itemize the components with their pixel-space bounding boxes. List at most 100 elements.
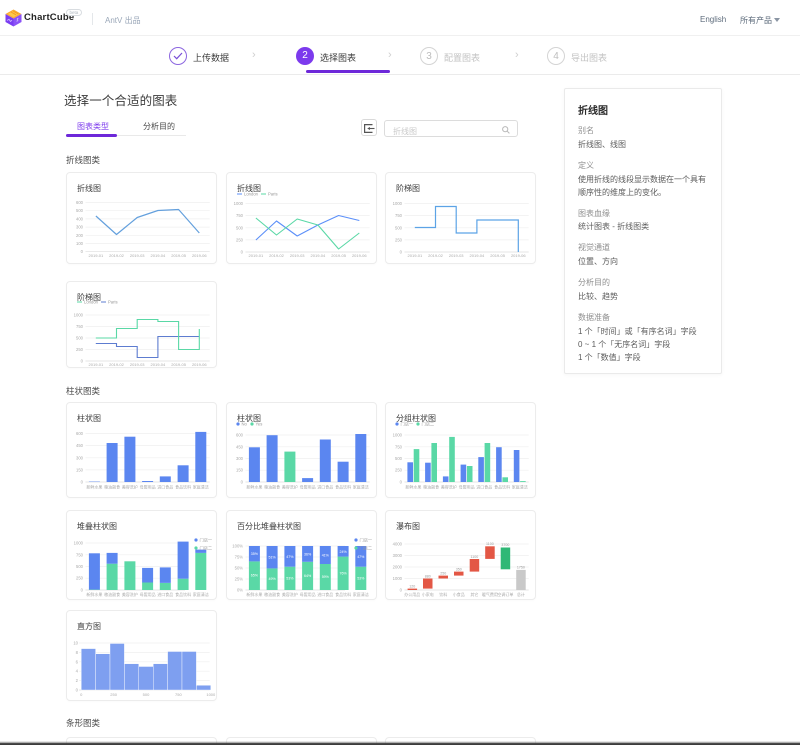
svg-text:美容洗护: 美容洗护 — [441, 484, 457, 490]
svg-text:500: 500 — [76, 208, 84, 213]
svg-text:450: 450 — [236, 444, 244, 449]
svg-text:其它: 其它 — [470, 591, 478, 597]
svg-text:Paris: Paris — [268, 192, 278, 197]
svg-text:500: 500 — [76, 564, 84, 569]
svg-text:500: 500 — [395, 456, 403, 461]
svg-text:粮油副食: 粮油副食 — [104, 484, 120, 490]
svg-text:家庭清洁: 家庭清洁 — [353, 591, 369, 597]
svg-text:门店二: 门店二 — [422, 421, 435, 428]
svg-text:500: 500 — [236, 225, 244, 230]
svg-text:47%: 47% — [286, 555, 294, 559]
svg-text:食品饮料: 食品饮料 — [494, 484, 510, 490]
svg-text:进口食品: 进口食品 — [317, 484, 333, 490]
svg-text:空调订单: 空调订单 — [497, 591, 513, 597]
svg-text:0: 0 — [241, 250, 244, 255]
svg-text:家庭清洁: 家庭清洁 — [193, 484, 209, 490]
svg-text:2019-05: 2019-05 — [171, 253, 186, 258]
svg-text:64%: 64% — [304, 574, 312, 578]
svg-text:500: 500 — [395, 225, 403, 230]
svg-text:75%: 75% — [235, 555, 244, 560]
svg-text:0: 0 — [76, 688, 79, 693]
svg-text:150: 150 — [236, 468, 244, 473]
svg-text:进口食品: 进口食品 — [157, 591, 173, 597]
svg-text:350: 350 — [456, 567, 462, 571]
svg-text:Paris: Paris — [108, 300, 118, 305]
svg-text:小食品: 小食品 — [453, 591, 465, 597]
svg-text:新鲜水果: 新鲜水果 — [246, 484, 262, 490]
svg-text:美容洗护: 美容洗护 — [122, 484, 138, 490]
svg-text:1000: 1000 — [393, 576, 403, 581]
svg-text:2: 2 — [76, 678, 79, 683]
svg-text:24%: 24% — [339, 550, 347, 554]
svg-text:London: London — [84, 300, 99, 305]
svg-text:2019-06: 2019-06 — [352, 253, 367, 258]
svg-text:粮油副食: 粮油副食 — [423, 484, 439, 490]
svg-text:1100: 1100 — [486, 542, 494, 546]
svg-text:2019-01: 2019-01 — [408, 253, 423, 258]
svg-text:4: 4 — [76, 669, 79, 674]
svg-text:250: 250 — [76, 576, 84, 581]
svg-text:300: 300 — [76, 225, 84, 230]
svg-text:500: 500 — [143, 692, 150, 697]
svg-text:3700: 3700 — [501, 543, 509, 547]
svg-text:2019-06: 2019-06 — [192, 253, 207, 258]
svg-text:1100: 1100 — [471, 555, 479, 559]
svg-text:1000: 1000 — [393, 433, 403, 438]
svg-text:8: 8 — [76, 650, 79, 655]
svg-text:250: 250 — [110, 692, 117, 697]
svg-text:0: 0 — [81, 249, 84, 254]
svg-text:47%: 47% — [357, 555, 365, 559]
svg-text:2019-01: 2019-01 — [89, 253, 104, 258]
svg-text:粮油副食: 粮油副食 — [264, 591, 280, 597]
svg-text:新鲜水果: 新鲜水果 — [246, 591, 262, 597]
svg-text:新鲜水果: 新鲜水果 — [405, 484, 421, 490]
svg-text:250: 250 — [76, 347, 84, 352]
svg-text:门店一: 门店一 — [360, 537, 373, 544]
svg-text:250: 250 — [395, 237, 403, 242]
svg-text:美容洗护: 美容洗护 — [282, 591, 298, 597]
svg-text:2019-03: 2019-03 — [130, 253, 145, 258]
svg-text:4000: 4000 — [393, 542, 403, 547]
svg-text:家庭清洁: 家庭清洁 — [353, 484, 369, 490]
svg-text:2019-05: 2019-05 — [490, 253, 505, 258]
svg-text:0: 0 — [241, 480, 244, 485]
svg-text:76%: 76% — [339, 571, 347, 575]
svg-text:0: 0 — [81, 588, 84, 593]
svg-text:总计: 总计 — [517, 591, 525, 597]
svg-text:25%: 25% — [235, 577, 244, 582]
svg-text:食品饮料: 食品饮料 — [335, 484, 351, 490]
svg-text:2019-02: 2019-02 — [269, 253, 284, 258]
svg-text:1000: 1000 — [393, 201, 403, 206]
svg-text:2019-02: 2019-02 — [109, 362, 124, 367]
svg-text:新鲜水果: 新鲜水果 — [86, 484, 102, 490]
svg-text:10: 10 — [73, 641, 78, 646]
svg-text:100%: 100% — [232, 544, 243, 549]
svg-text:食品饮料: 食品饮料 — [175, 591, 191, 597]
svg-text:进口食品: 进口食品 — [476, 484, 492, 490]
svg-text:300: 300 — [236, 456, 244, 461]
svg-text:250: 250 — [440, 571, 446, 575]
svg-text:2019-04: 2019-04 — [470, 253, 485, 258]
svg-text:65%: 65% — [251, 574, 259, 578]
svg-text:饮料: 饮料 — [439, 591, 447, 597]
svg-text:2019-01: 2019-01 — [249, 253, 264, 258]
svg-text:0: 0 — [400, 480, 403, 485]
svg-text:51%: 51% — [268, 556, 276, 560]
svg-text:750: 750 — [175, 692, 182, 697]
svg-text:Yes: Yes — [256, 422, 263, 427]
svg-text:600: 600 — [76, 431, 84, 436]
svg-text:3000: 3000 — [393, 553, 403, 558]
svg-text:41%: 41% — [322, 554, 330, 558]
svg-text:500: 500 — [76, 336, 84, 341]
svg-text:0: 0 — [80, 692, 83, 697]
svg-text:暖气费用: 暖气费用 — [482, 591, 498, 597]
svg-text:2019-06: 2019-06 — [192, 362, 207, 367]
svg-text:300: 300 — [76, 455, 84, 460]
svg-text:880: 880 — [425, 574, 431, 578]
svg-text:2019-01: 2019-01 — [89, 362, 104, 367]
svg-text:新鲜水果: 新鲜水果 — [86, 591, 102, 597]
svg-text:美容洗护: 美容洗护 — [282, 484, 298, 490]
svg-text:100: 100 — [76, 241, 84, 246]
svg-text:2019-02: 2019-02 — [109, 253, 124, 258]
svg-text:250: 250 — [236, 237, 244, 242]
